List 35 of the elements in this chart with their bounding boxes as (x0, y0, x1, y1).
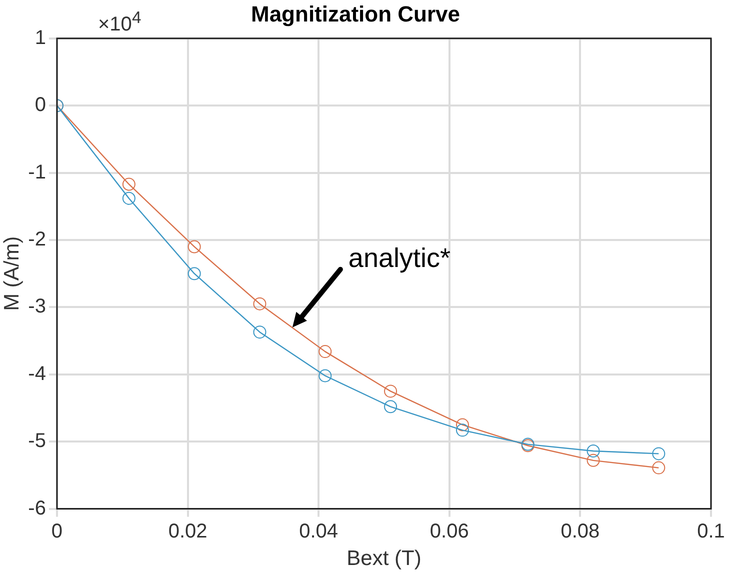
x-tick-label: 0.04 (299, 520, 338, 542)
point (652, 461, 666, 474)
x-tick-label: 0.08 (560, 520, 600, 542)
y-tick-label: -1 (28, 161, 46, 184)
chart-title: Magnitization Curve (250, 1, 460, 26)
y-tick-label: -4 (28, 362, 46, 385)
point (384, 400, 398, 414)
text: ×10$^{4}$ (98, 8, 142, 37)
x-tick-label: 0.06 (430, 520, 469, 542)
x-tick-label: 0.02 (168, 520, 208, 542)
point (188, 267, 201, 280)
point (122, 178, 136, 191)
y-tick-label: -2 (28, 228, 46, 251)
point (652, 447, 666, 460)
x-axis-title: Bext (T) (346, 547, 422, 570)
point (253, 326, 266, 339)
point (586, 444, 600, 458)
x-tick-label: 0.1 (697, 520, 725, 542)
annotation: analytic* (348, 242, 451, 273)
point (384, 384, 398, 398)
x-tick-label: 0 (51, 520, 63, 542)
y-tick-label: -5 (28, 430, 46, 452)
point (318, 345, 332, 358)
y-tick-label: 1 (34, 26, 46, 49)
point (188, 240, 201, 254)
y-axis-title: M (A/m) (0, 236, 24, 311)
y-tick-label: -3 (28, 296, 46, 318)
point (318, 369, 332, 382)
y-tick-label: 0 (34, 94, 46, 116)
y-tick-label: -6 (28, 497, 46, 520)
point (253, 297, 266, 310)
point (586, 454, 600, 467)
point (122, 192, 136, 205)
point (456, 424, 469, 437)
point (456, 418, 469, 432)
